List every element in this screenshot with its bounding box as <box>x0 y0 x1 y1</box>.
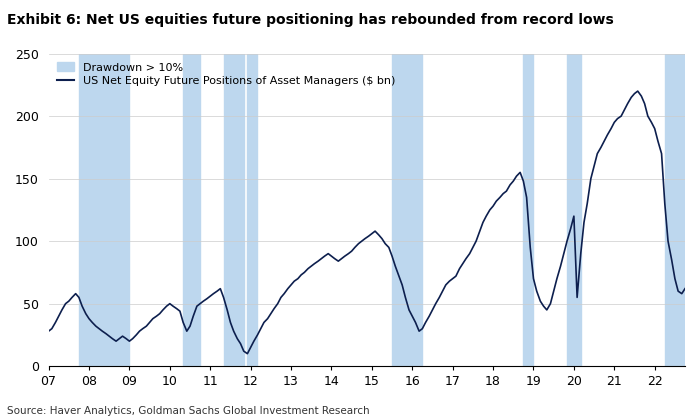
Bar <box>223 54 244 366</box>
Bar <box>79 54 130 366</box>
Bar <box>524 54 533 366</box>
Bar <box>247 54 258 366</box>
Legend: Drawdown > 10%, US Net Equity Future Positions of Asset Managers ($ bn): Drawdown > 10%, US Net Equity Future Pos… <box>54 59 399 89</box>
Bar <box>392 54 422 366</box>
Text: Source: Haver Analytics, Goldman Sachs Global Investment Research: Source: Haver Analytics, Goldman Sachs G… <box>7 406 370 416</box>
Bar <box>665 54 685 366</box>
Bar <box>183 54 200 366</box>
Text: Exhibit 6: Net US equities future positioning has rebounded from record lows: Exhibit 6: Net US equities future positi… <box>7 13 614 26</box>
Bar <box>567 54 581 366</box>
